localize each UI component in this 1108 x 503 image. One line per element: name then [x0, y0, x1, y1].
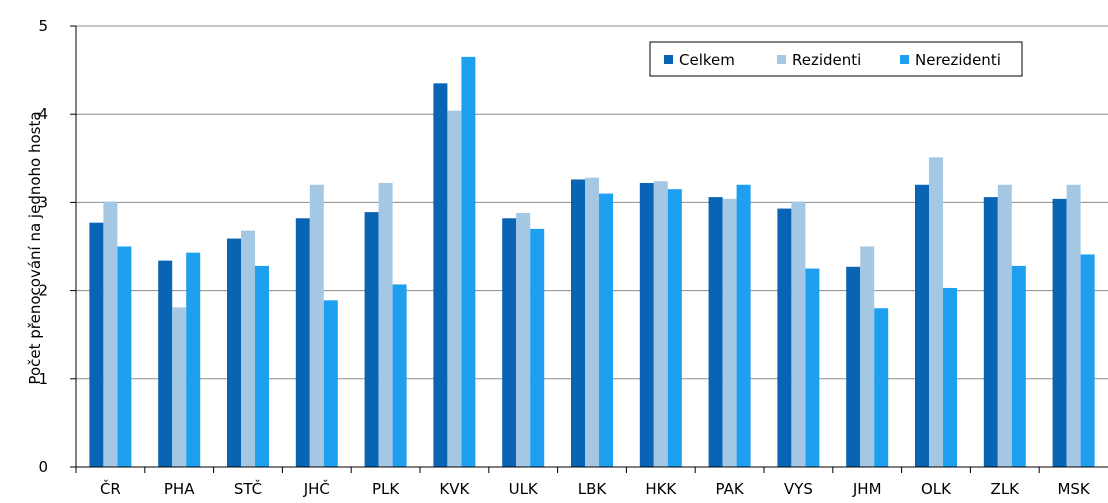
y-tick-label: 5 [38, 17, 48, 35]
bar-rezidenti-PHA [172, 307, 187, 467]
bar-nerezidenti-JHČ [323, 300, 338, 467]
legend-swatch-celkem [664, 55, 673, 64]
x-tick-label: STČ [234, 479, 262, 498]
bar-nerezidenti-STČ [255, 265, 269, 467]
bar-celkem-HKK [639, 182, 654, 467]
x-tick-label: KVK [439, 480, 470, 498]
bar-nerezidenti-LBK [599, 193, 613, 467]
y-tick-label: 0 [38, 458, 48, 476]
y-tick-label: 1 [38, 370, 48, 388]
y-tick-label: 3 [38, 193, 48, 211]
bar-celkem-ČR [89, 222, 104, 467]
x-tick-label: ULK [509, 480, 539, 498]
bar-rezidenti-HKK [653, 181, 668, 467]
x-tick-label: JHM [852, 480, 882, 498]
bar-nerezidenti-ZLK [1011, 265, 1026, 467]
bar-nerezidenti-ČR [117, 246, 132, 467]
bar-nerezidenti-KVK [461, 56, 476, 468]
x-tick-label: OLK [921, 480, 952, 498]
x-tick-label: MSK [1057, 480, 1090, 498]
axes [70, 25, 1108, 473]
bar-rezidenti-JHČ [309, 184, 324, 467]
bar-rezidenti-ZLK [997, 184, 1012, 467]
bar-nerezidenti-HKK [667, 189, 682, 468]
bar-rezidenti-KVK [447, 110, 462, 467]
x-tick-label: ČR [100, 479, 121, 498]
legend-label-celkem: Celkem [679, 51, 735, 69]
y-tick-labels: 0 1 2 3 4 5 [38, 17, 48, 476]
bar-rezidenti-LBK [585, 177, 599, 468]
bar-nerezidenti-PLK [392, 284, 407, 467]
legend-label-nerezidenti: Nerezidenti [915, 51, 1001, 69]
x-tick-label: JHČ [303, 479, 330, 498]
y-tick-label: 4 [38, 105, 48, 123]
bar-celkem-PLK [364, 212, 379, 467]
bar-rezidenti-STČ [241, 230, 255, 467]
bar-nerezidenti-PHA [186, 252, 201, 467]
bar-nerezidenti-OLK [943, 287, 957, 467]
x-tick-label: LBK [578, 480, 608, 498]
x-tick-label: PHA [164, 480, 195, 498]
bar-celkem-OLK [915, 184, 929, 467]
x-tick-labels: ČR PHA STČ JHČ PLK KVK ULK LBK HKK PAK VYS JHM OLK ZL… [100, 479, 1091, 498]
bar-rezidenti-PLK [378, 182, 393, 467]
legend-box [649, 41, 1023, 77]
bar-nerezidenti-VYS [805, 268, 820, 467]
bar-celkem-VYS [777, 208, 792, 467]
legend-swatch-nerezidenti [900, 55, 909, 64]
bar-celkem-JHM [846, 266, 861, 467]
bar-rezidenti-OLK [929, 157, 943, 467]
legend: Celkem Rezidenti Nerezidenti [649, 41, 1023, 77]
bar-rezidenti-ČR [103, 201, 118, 467]
bar-celkem-STČ [227, 238, 241, 467]
bar-celkem-JHČ [295, 218, 310, 467]
bar-rezidenti-VYS [791, 201, 806, 467]
bar-celkem-MSK [1052, 198, 1067, 467]
bar-rezidenti-PAK [722, 198, 737, 467]
bar-celkem-ZLK [983, 197, 998, 467]
bar-celkem-PAK [708, 197, 723, 467]
x-tick-label: PAK [716, 480, 745, 498]
bar-celkem-KVK [433, 83, 448, 467]
x-tick-label: PLK [372, 480, 400, 498]
bars [89, 56, 1095, 468]
legend-swatch-rezidenti [777, 55, 786, 64]
y-axis-label: Počet přenocování na jednoho hosta [26, 111, 44, 384]
bar-nerezidenti-PAK [736, 184, 751, 467]
bar-nerezidenti-MSK [1080, 254, 1095, 467]
bar-nerezidenti-JHM [874, 308, 889, 467]
bar-celkem-PHA [158, 260, 173, 467]
bar-nerezidenti-ULK [530, 228, 545, 467]
y-tick-label: 2 [38, 282, 48, 300]
x-tick-label: HKK [645, 480, 677, 498]
bar-celkem-ULK [502, 218, 517, 467]
bar-rezidenti-MSK [1066, 184, 1081, 467]
x-tick-label: VYS [784, 480, 813, 498]
bar-rezidenti-JHM [860, 246, 875, 467]
bar-rezidenti-ULK [516, 212, 531, 467]
legend-label-rezidenti: Rezidenti [792, 51, 861, 69]
x-tick-label: ZLK [991, 480, 1021, 498]
bar-celkem-LBK [571, 179, 585, 467]
